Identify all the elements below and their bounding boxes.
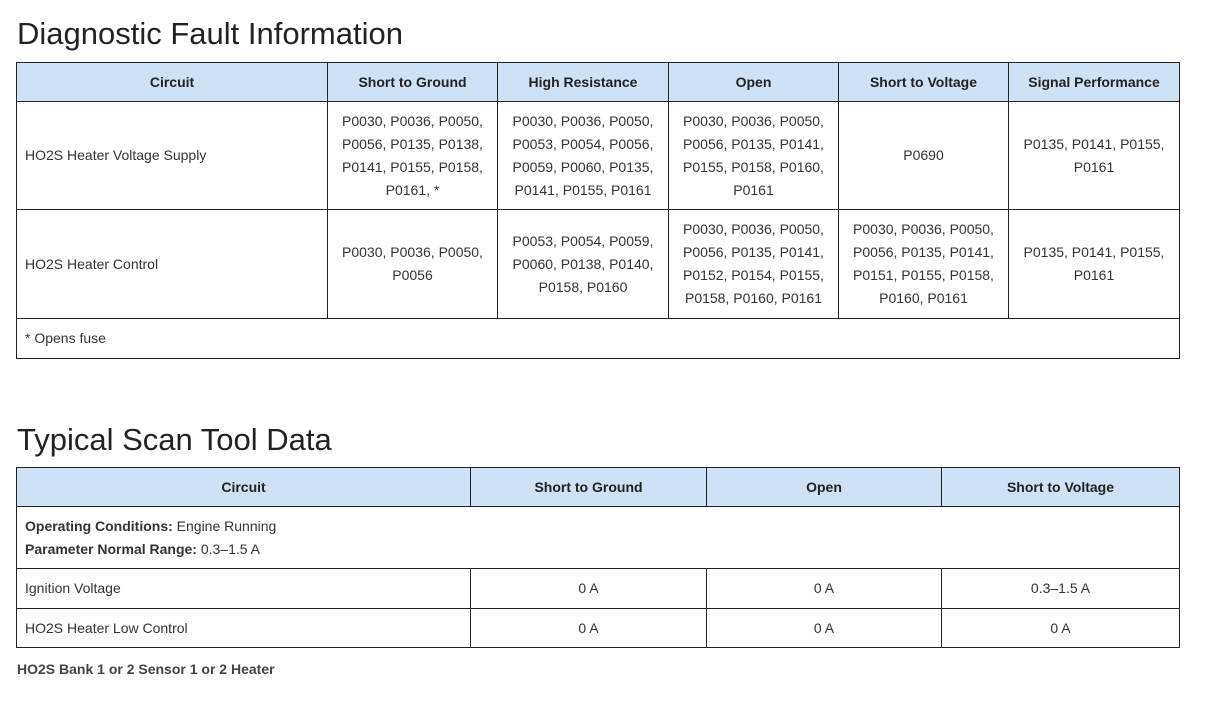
fault-table: Circuit Short to Ground High Resistance … — [16, 62, 1180, 359]
cell: 0 A — [470, 608, 707, 648]
cell: 0 A — [941, 608, 1180, 648]
cell: P0053, P0054, P0059, P0060, P0138, P0140… — [497, 209, 669, 319]
cell: HO2S Heater Control — [16, 209, 328, 319]
footnote-row: * Opens fuse — [16, 318, 1180, 359]
cell: P0030, P0036, P0050, P0056, P0135, P0138… — [327, 101, 498, 210]
scan-table: Circuit Short to Ground Open Short to Vo… — [16, 467, 1180, 648]
cell: P0030, P0036, P0050, P0053, P0054, P0056… — [497, 101, 669, 210]
col-header: Short to Voltage — [838, 62, 1009, 102]
col-header: Open — [668, 62, 839, 102]
cell: P0135, P0141, P0155, P0161 — [1008, 209, 1180, 319]
col-header: High Resistance — [497, 62, 669, 102]
cell: P0030, P0036, P0050, P0056, P0135, P0141… — [668, 101, 839, 210]
table-row: HO2S Heater Low Control 0 A 0 A 0 A — [16, 608, 1180, 648]
table-caption: HO2S Bank 1 or 2 Sensor 1 or 2 Heater — [17, 661, 275, 677]
cell: P0030, P0036, P0050, P0056, P0135, P0141… — [668, 209, 839, 319]
footnote: * Opens fuse — [16, 318, 1180, 359]
cell: Ignition Voltage — [16, 568, 471, 609]
cell: HO2S Heater Low Control — [16, 608, 471, 648]
cell: 0.3–1.5 A — [941, 568, 1180, 609]
table-row: HO2S Heater Control P0030, P0036, P0050,… — [16, 209, 1180, 319]
col-header: Signal Performance — [1008, 62, 1180, 102]
conditions-row: Operating Conditions: Engine Running Par… — [16, 506, 1180, 569]
range-label: Parameter Normal Range: — [25, 540, 197, 557]
conditions-cell: Operating Conditions: Engine Running Par… — [16, 506, 1180, 569]
cell: P0135, P0141, P0155, P0161 — [1008, 101, 1180, 210]
col-header: Circuit — [16, 467, 471, 507]
conditions-label: Operating Conditions: — [25, 517, 173, 534]
cell: 0 A — [706, 568, 942, 609]
col-header: Circuit — [16, 62, 328, 102]
table-row: HO2S Heater Voltage Supply P0030, P0036,… — [16, 101, 1180, 210]
col-header: Short to Ground — [470, 467, 707, 507]
cell: 0 A — [706, 608, 942, 648]
header-row: Circuit Short to Ground Open Short to Vo… — [16, 467, 1180, 507]
cell: 0 A — [470, 568, 707, 609]
cell: P0690 — [838, 101, 1009, 210]
range-value: 0.3–1.5 A — [196, 540, 261, 557]
col-header: Short to Voltage — [941, 467, 1180, 507]
header-row: Circuit Short to Ground High Resistance … — [16, 62, 1180, 102]
table-row: Ignition Voltage 0 A 0 A 0.3–1.5 A — [16, 568, 1180, 609]
col-header: Short to Ground — [327, 62, 498, 102]
fault-title: Diagnostic Fault Information — [17, 16, 403, 51]
cell: P0030, P0036, P0050, P0056 — [327, 209, 498, 319]
conditions-value: Engine Running — [172, 517, 277, 534]
cell: P0030, P0036, P0050, P0056, P0135, P0141… — [838, 209, 1009, 319]
scan-title: Typical Scan Tool Data — [17, 422, 332, 457]
col-header: Open — [706, 467, 942, 507]
cell: HO2S Heater Voltage Supply — [16, 101, 328, 210]
